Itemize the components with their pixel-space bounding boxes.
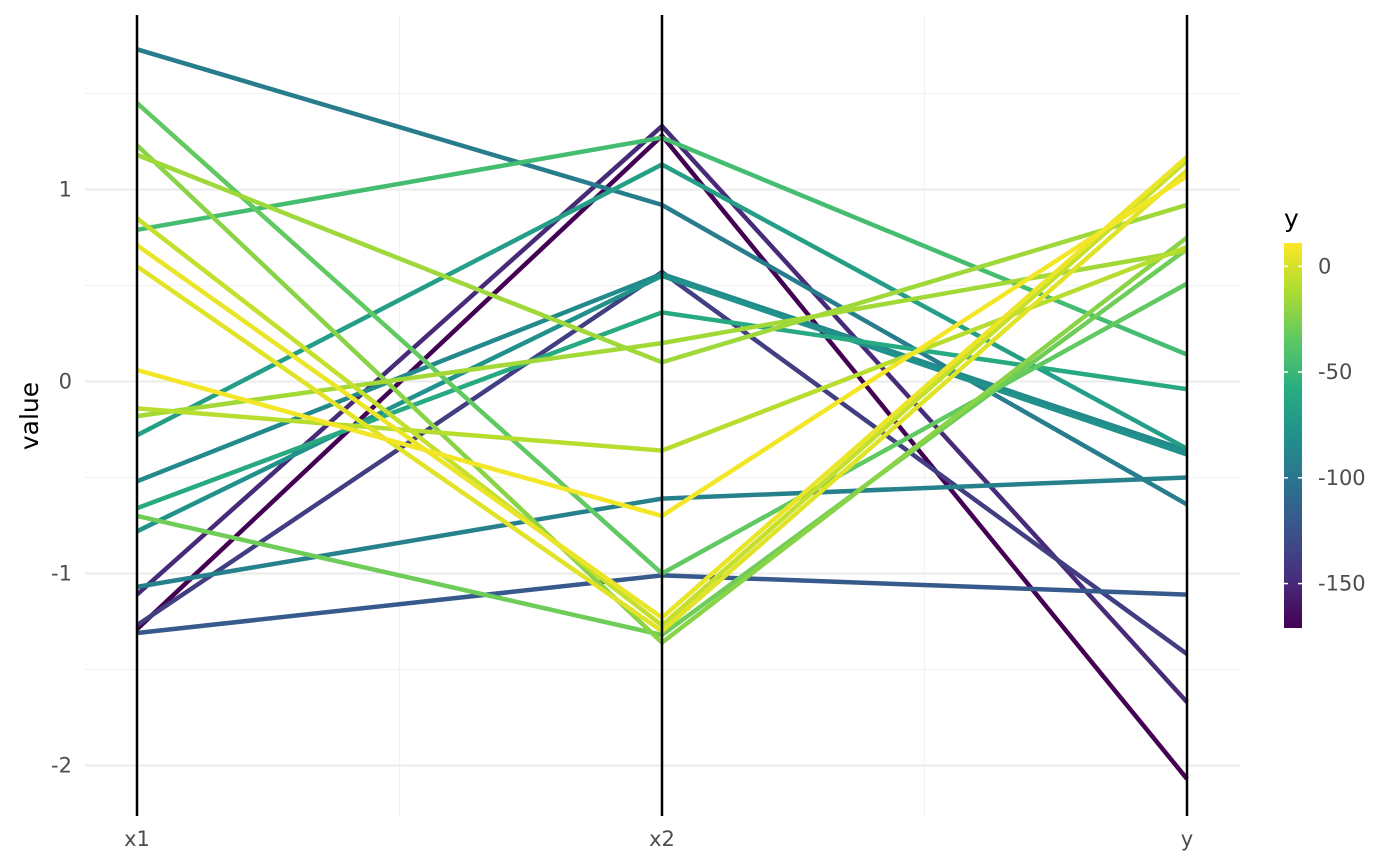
axes [135,15,1189,816]
y-tick-label: 1 [59,178,72,202]
legend-tick-label: -50 [1318,360,1352,384]
legend-tick-label: 0 [1318,254,1331,278]
y-tick-labels: 1 0 -1 -2 [51,178,72,778]
legend-ticks: 0 -50 -100 -150 [1284,254,1366,596]
legend-colorbar [1284,243,1302,628]
x-tick-labels: x1 x2 y [124,827,1193,851]
y-tick-label: -1 [51,562,72,586]
legend-tick-label: -100 [1318,466,1366,490]
color-legend: y 0 -50 -100 -150 [1284,204,1366,628]
x-tick-label: x2 [649,827,675,851]
x-tick-label: y [1181,827,1193,851]
y-tick-label: 0 [59,370,72,394]
y-axis-label: value [15,382,44,450]
legend-title: y [1284,204,1299,233]
x-tick-label: x1 [124,827,150,851]
legend-tick-label: -150 [1318,572,1366,596]
y-tick-label: -2 [51,754,72,778]
